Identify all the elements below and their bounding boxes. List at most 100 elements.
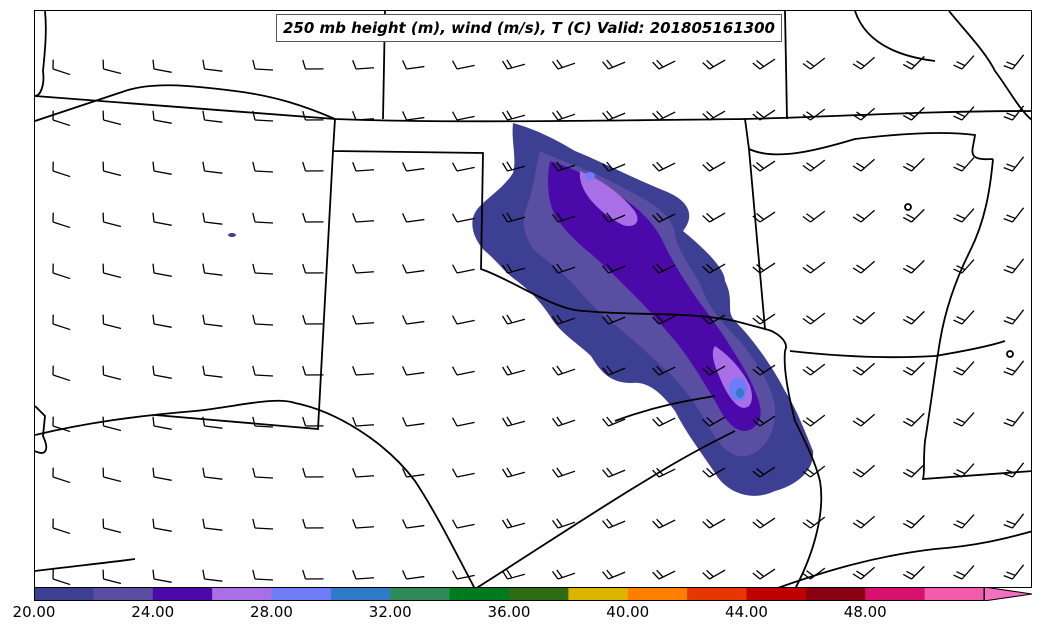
wind-barb [202,518,223,531]
wind-barb [352,569,375,580]
wind-barb [102,212,122,228]
wind-barb [202,212,223,225]
wind-barb [752,313,776,325]
wind-barb [102,161,122,177]
wind-barb [802,465,826,478]
wind-barb [702,212,726,223]
wind-barb [552,467,576,478]
colorbar-segment [627,587,688,601]
wind-barb [953,259,975,274]
wind-barb [652,110,676,121]
wind-barb [152,59,172,73]
wind-barb [852,464,876,478]
wind-barb [52,314,71,331]
wind-barb [402,570,425,580]
wind-barb [1003,156,1025,172]
wind-barb [52,212,71,229]
wind-barb [852,566,876,580]
wind-barb [202,314,223,327]
wind-barb [802,210,826,223]
wind-barb [451,213,475,223]
wind-barb [302,161,324,172]
wind-barb [953,463,975,478]
wind-barb [501,110,526,121]
wind-barb [902,565,925,580]
wind-barb [852,107,876,121]
wind-barb [152,569,172,583]
wind-barb [602,212,626,223]
wind-barb [501,365,526,376]
wind-barb [302,365,324,376]
wind-barb [252,161,274,173]
wind-barb [252,518,274,530]
wind-barb [402,468,425,478]
colorbar-outline [34,587,985,601]
wind-barb [1003,513,1025,529]
wind-barb [402,417,425,427]
wind-barb [451,468,475,478]
wind-barb [702,314,726,325]
wind-barb [902,310,925,325]
wind-barb [202,365,223,378]
wind-barb [852,362,876,376]
map-canvas [35,11,1031,587]
wind-barb [202,263,223,276]
colorbar-segment [687,587,747,601]
colorbar-segment [746,587,807,601]
wind-barb [802,414,826,427]
colorbar-tick-label: 28.00 [250,603,293,621]
wind-barb [652,314,676,325]
wind-barb [451,60,475,70]
wind-barb [352,110,375,121]
wind-barb [602,110,626,121]
wind-barb [352,467,375,478]
wind-barb [802,363,826,376]
wind-barb [352,212,375,223]
wind-barb [451,417,475,427]
wind-barb [501,416,526,427]
wind-barb [702,467,726,478]
wind-barb [451,111,475,121]
colorbar-segment [34,587,94,601]
wind-barb [852,158,876,172]
wind-barb [702,161,726,172]
wind-barb [752,466,776,478]
wind-barb [152,263,172,277]
wind-barb [602,416,626,427]
wind-barb [552,59,576,70]
colorbar-segment [93,587,154,601]
wind-barb [552,416,576,427]
wind-barb [953,514,975,529]
wind-barb [552,518,576,529]
colorbar-extend-arrow [983,587,1033,601]
wind-barb [1003,258,1025,274]
wind-barb [352,59,375,70]
wind-barb [652,59,676,70]
wind-barb [802,312,826,325]
colorbar-segment [568,587,629,601]
wind-barb [501,518,526,529]
wind-barb [102,365,122,381]
wind-barb [902,259,925,274]
temperature-colorbar [34,587,1033,601]
wind-barb [152,467,172,481]
wind-barb [953,310,975,325]
colorbar-segment [212,587,272,601]
wind-barb [202,467,223,480]
wind-barb [402,366,425,376]
wind-barb [402,519,425,529]
wind-barb [702,518,726,529]
wind-barb [402,162,425,172]
wind-barb [302,263,324,274]
wind-barbs [52,54,1025,586]
wind-barb [352,518,375,529]
wind-barb [102,518,122,534]
wind-barb [252,314,274,326]
colorbar-tick-label: 48.00 [843,603,887,621]
wind-barb [52,569,71,586]
wind-barb [802,159,826,172]
colorbar-segment [924,587,985,601]
wind-barb [852,260,876,274]
wind-barb [152,518,172,532]
wind-barb [902,514,925,529]
